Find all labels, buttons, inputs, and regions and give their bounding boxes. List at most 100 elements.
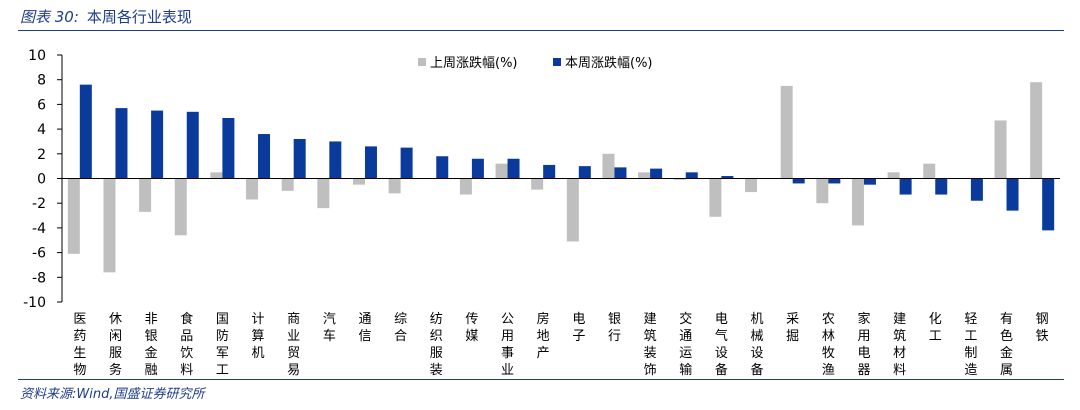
y-axis: 10 8 6 4 2 0 -2 -4 -6 -8 -10	[23, 48, 63, 311]
this-week-bar	[899, 178, 912, 195]
last-week-bar	[709, 178, 722, 217]
caption-label: 图表 30:	[20, 8, 79, 26]
last-week-bar	[139, 178, 152, 212]
last-week-bar	[851, 178, 864, 226]
this-week-bar	[1042, 178, 1055, 231]
last-week-bar	[994, 120, 1007, 179]
last-week-bar	[531, 178, 544, 190]
last-week-bar	[246, 178, 259, 200]
last-week-bar	[67, 178, 80, 254]
this-week-bar	[400, 147, 413, 179]
this-week-bar	[935, 178, 948, 195]
this-week-bar	[364, 146, 377, 179]
this-week-bar	[792, 178, 805, 184]
last-week-bar	[210, 172, 223, 179]
last-week-bar	[923, 163, 936, 179]
category-label: 传媒	[465, 312, 478, 344]
category-label: 电气设备	[715, 312, 728, 378]
category-label: 计算机	[252, 312, 265, 361]
last-week-bar	[495, 163, 508, 179]
this-week-bar	[1006, 178, 1019, 211]
legend-label: 上周涨跌幅(%)	[430, 55, 518, 71]
y-tick-label: 6	[37, 97, 46, 113]
this-week-bar	[471, 158, 484, 179]
category-label: 休闲服务	[109, 312, 122, 378]
y-tick-label: -8	[32, 270, 46, 286]
this-week-bar	[293, 138, 306, 179]
category-label: 非银金融	[145, 312, 158, 378]
legend-label: 本周涨跌幅(%)	[565, 55, 653, 71]
category-label: 化工	[929, 312, 942, 344]
y-tick-label: 8	[37, 73, 46, 89]
this-week-bar	[650, 168, 663, 179]
category-label: 国防军工	[216, 312, 229, 378]
this-week-bar	[151, 110, 164, 179]
y-tick-label: 10	[28, 48, 46, 64]
category-label: 建筑材料	[893, 312, 906, 378]
last-week-bar	[638, 172, 651, 179]
last-week-bar	[566, 178, 579, 242]
category-label: 机械设备	[751, 312, 764, 378]
this-week-bar	[507, 158, 520, 179]
this-week-bar	[685, 172, 698, 179]
this-week-bar	[186, 111, 199, 179]
last-week-bar	[352, 178, 365, 185]
y-tick-label: -6	[32, 246, 46, 262]
category-label: 综合	[394, 312, 407, 344]
category-label: 轻工制造	[964, 312, 977, 378]
category-label: 有色金属	[1000, 312, 1013, 378]
category-label: 钢铁	[1036, 312, 1049, 344]
legend-item-last-week: 上周涨跌幅(%)	[418, 55, 518, 71]
bar-chart: 10 8 6 4 2 0 -2 -4 -6 -8 -10 医药生物 休闲服务 非银金融 食品饮料 国防军工 计…	[23, 48, 1060, 378]
this-week-bar	[258, 134, 271, 179]
category-label: 采掘	[786, 312, 799, 344]
this-week-bar	[721, 176, 734, 179]
last-week-bar	[780, 85, 793, 179]
y-tick-label: -10	[23, 295, 46, 311]
figure-caption: 图表 30: 本周各行业表现	[20, 6, 192, 27]
this-week-bar	[115, 108, 128, 179]
category-label: 食品饮料	[180, 311, 193, 378]
last-week-bar	[887, 172, 900, 179]
this-week-bar	[614, 167, 627, 179]
source-note: 资料来源:Wind,国盛证券研究所	[20, 387, 205, 402]
this-week-bar	[436, 156, 449, 179]
this-week-bar	[970, 178, 983, 201]
caption-title: 本周各行业表现	[86, 8, 192, 26]
this-week-bar	[578, 166, 591, 179]
legend: 上周涨跌幅(%) 本周涨跌幅(%)	[418, 55, 653, 71]
bottom-rule	[18, 379, 1064, 380]
category-label: 商业贸易	[287, 312, 300, 378]
category-label: 医药生物	[73, 312, 86, 378]
last-week-bar	[602, 153, 615, 179]
y-tick-label: 2	[37, 147, 46, 163]
last-week-bar	[103, 178, 116, 273]
category-label: 交通运输	[679, 311, 692, 378]
y-tick-label: 4	[37, 122, 46, 138]
y-tick-label: 0	[37, 172, 46, 188]
category-label: 汽车	[323, 312, 336, 344]
this-week-bar	[79, 84, 92, 179]
y-tick-label: -4	[32, 221, 46, 237]
last-week-bar	[281, 178, 294, 191]
this-week-bar	[329, 141, 342, 179]
category-label: 家用电器	[857, 311, 870, 378]
category-label: 建筑装饰	[644, 312, 657, 378]
category-label: 公用事业	[501, 312, 514, 378]
this-week-bar	[222, 117, 235, 179]
bars	[67, 82, 1055, 273]
last-week-bar	[388, 178, 401, 194]
last-week-bar	[317, 178, 330, 209]
top-rule	[18, 30, 1064, 31]
legend-swatch	[418, 58, 426, 66]
this-week-bar	[863, 178, 876, 185]
category-label: 房地产	[537, 311, 550, 361]
this-week-bar	[828, 178, 841, 184]
category-label: 纺织服装	[430, 312, 443, 378]
last-week-bar	[816, 178, 829, 204]
last-week-bar	[459, 178, 472, 195]
category-label: 农林牧渔	[822, 312, 835, 378]
last-week-bar	[745, 178, 758, 193]
category-label: 电子	[572, 312, 585, 344]
